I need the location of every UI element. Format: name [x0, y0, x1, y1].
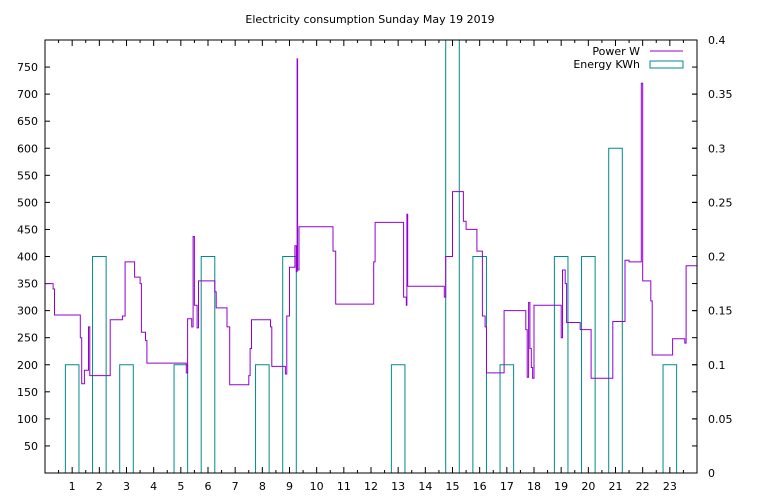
x-tick-label: 8 — [259, 480, 266, 493]
x-tick-label: 12 — [364, 480, 378, 493]
x-tick-label: 17 — [500, 480, 514, 493]
y2-tick-label: 0.3 — [708, 142, 726, 155]
energy-bar — [662, 364, 678, 474]
y2-tick-label: 0.05 — [708, 413, 733, 426]
energy-bar — [553, 256, 569, 474]
x-tick-label: 21 — [609, 480, 623, 493]
y-tick-label: 450 — [17, 223, 38, 236]
y2-tick-label: 0.1 — [708, 359, 726, 372]
y-tick-label: 700 — [17, 88, 38, 101]
legend-swatch-energy — [649, 60, 684, 69]
x-tick-label: 10 — [310, 480, 324, 493]
x-tick-label: 16 — [473, 480, 487, 493]
energy-bar — [499, 364, 515, 474]
x-tick-label: 6 — [205, 480, 212, 493]
energy-bar — [472, 256, 487, 474]
x-tick-label: 3 — [123, 480, 130, 493]
x-tick-label: 15 — [446, 480, 460, 493]
energy-bar — [581, 256, 596, 474]
energy-bar — [173, 364, 189, 474]
x-tick-label: 22 — [636, 480, 650, 493]
y-tick-label: 100 — [17, 413, 38, 426]
plot-frame — [44, 39, 698, 474]
y-tick-label: 500 — [17, 196, 38, 209]
energy-bar — [92, 256, 107, 474]
energy-bar — [119, 364, 134, 474]
x-tick-label: 11 — [337, 480, 351, 493]
y2-tick-label: 0.35 — [708, 88, 733, 101]
y-tick-label: 750 — [17, 61, 38, 74]
x-tick-label: 1 — [69, 480, 76, 493]
x-tick-label: 13 — [391, 480, 405, 493]
power-series-line — [45, 58, 697, 386]
x-tick-label: 14 — [418, 480, 432, 493]
x-tick-label: 7 — [232, 480, 239, 493]
y-tick-label: 250 — [17, 332, 38, 345]
energy-bars — [64, 39, 678, 474]
x-tick-label: 2 — [96, 480, 103, 493]
axes: 5010015020025030035040045050055060065070… — [17, 34, 733, 493]
y-tick-label: 150 — [17, 386, 38, 399]
y2-tick-label: 0.4 — [708, 34, 726, 47]
x-tick-label: 20 — [581, 480, 595, 493]
y-tick-label: 50 — [24, 440, 38, 453]
y2-tick-label: 0.2 — [708, 251, 726, 264]
energy-bar — [608, 147, 623, 474]
x-tick-label: 4 — [150, 480, 157, 493]
x-tick-label: 5 — [177, 480, 184, 493]
x-tick-label: 18 — [527, 480, 541, 493]
legend-label-energy: Energy KWh — [573, 58, 640, 71]
y-tick-label: 350 — [17, 278, 38, 291]
energy-bar — [390, 364, 406, 474]
x-tick-label: 9 — [286, 480, 293, 493]
y-tick-label: 600 — [17, 142, 38, 155]
legend: Power W Energy KWh — [573, 45, 684, 71]
y2-tick-label: 0.15 — [708, 305, 733, 318]
y-tick-label: 400 — [17, 251, 38, 264]
y-tick-label: 550 — [17, 169, 38, 182]
energy-bar — [200, 256, 216, 474]
y-tick-label: 300 — [17, 305, 38, 318]
chart-title: Electricity consumption Sunday May 19 20… — [245, 13, 494, 26]
y2-tick-label: 0.25 — [708, 196, 733, 209]
energy-bar — [255, 364, 270, 474]
y-tick-label: 200 — [17, 359, 38, 372]
x-tick-label: 23 — [663, 480, 677, 493]
power-line — [45, 58, 697, 386]
energy-bar — [64, 364, 80, 474]
legend-label-power: Power W — [592, 45, 640, 58]
y2-tick-label: 0 — [708, 467, 715, 480]
y-tick-label: 650 — [17, 115, 38, 128]
x-tick-label: 19 — [554, 480, 568, 493]
